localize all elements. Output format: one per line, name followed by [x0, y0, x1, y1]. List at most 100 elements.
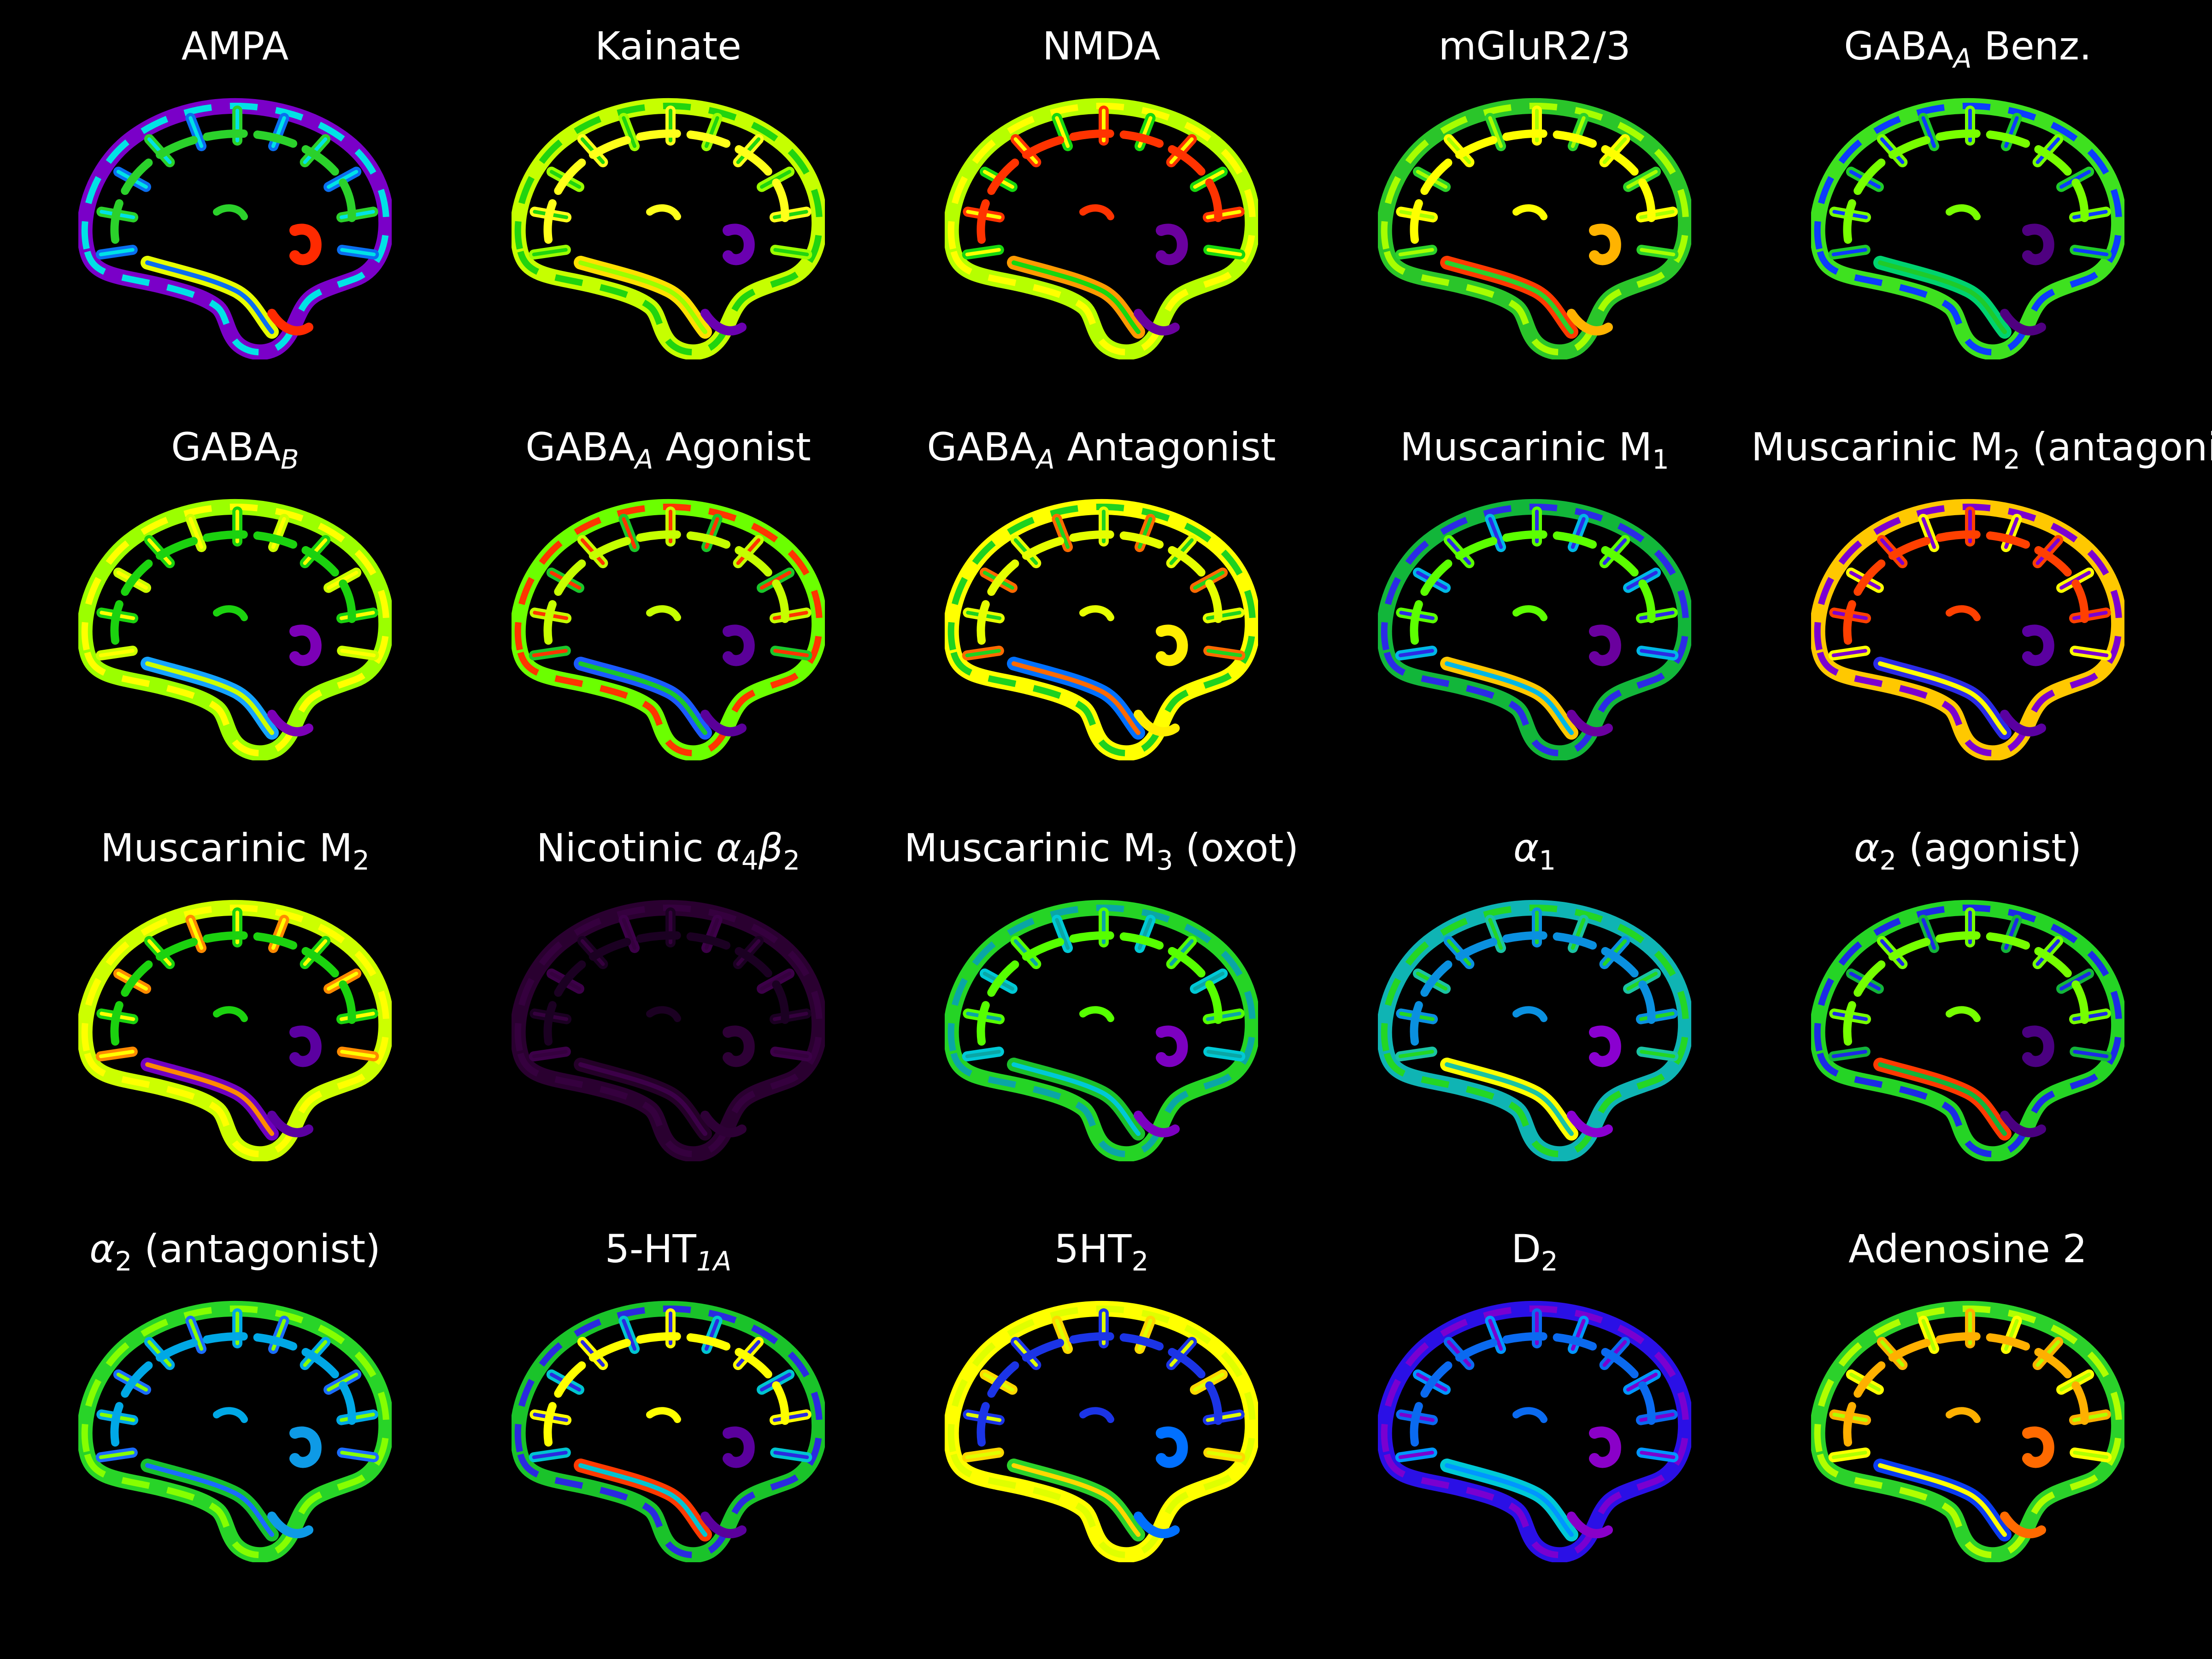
title-pre: Kainate [595, 24, 741, 69]
title-sub: A [1036, 444, 1055, 475]
receptor-panel: Adenosine 2 [1751, 1203, 2184, 1604]
receptor-panel: Muscarinic M1 [1318, 401, 1751, 802]
title-sub: B [280, 444, 299, 475]
receptor-panel: AMPA [18, 0, 452, 401]
panel-title: GABAA Agonist [452, 419, 885, 475]
receptor-panel: α2 (agonist) [1751, 802, 2184, 1203]
title-pre: 5-HT [605, 1226, 696, 1271]
receptor-panel: GABAB [18, 401, 452, 802]
receptor-panel: GABAA Benz. [1751, 0, 2184, 401]
title-pre: Adenosine 2 [1848, 1226, 2087, 1271]
title-greek: α [1513, 825, 1539, 871]
title-post: (oxot) [1173, 825, 1299, 871]
title-post: (antagonist) [2032, 424, 2212, 470]
panel-title: AMPA [18, 18, 452, 74]
title-pre: GABA [171, 424, 281, 470]
brain-section-image [1811, 900, 2124, 1161]
panel-title: 5HT2 [885, 1221, 1318, 1277]
title-pre: Muscarinic M [1751, 424, 2003, 470]
receptor-panel: 5HT2 [885, 1203, 1318, 1604]
brain-section-image [512, 98, 825, 359]
receptor-panel: Muscarinic M2 (antagonist) [1751, 401, 2212, 802]
receptor-panel: Muscarinic M2 [18, 802, 452, 1203]
panel-title: Adenosine 2 [1751, 1221, 2184, 1277]
brain-section-image [1811, 98, 2124, 359]
brain-section-image [1378, 1300, 1691, 1562]
title-sub: 1 [1539, 845, 1556, 876]
brain-section-image [78, 499, 392, 760]
title-greek: α [89, 1226, 115, 1271]
receptor-panel: NMDA [885, 0, 1318, 401]
receptor-panel: GABAA Agonist [452, 401, 885, 802]
title-pre: GABA [927, 424, 1037, 470]
panel-title: 5-HT1A [452, 1221, 885, 1277]
title-pre: GABA [1844, 24, 1953, 69]
title-pre: GABA [525, 424, 635, 470]
title-sub: 2 [1131, 1246, 1149, 1277]
panel-title: GABAA Antagonist [885, 419, 1318, 475]
receptor-panel: mGluR2/3 [1318, 0, 1751, 401]
receptor-panel: Kainate [452, 0, 885, 401]
title-post: Antagonist [1054, 424, 1276, 470]
title-sub: 2 [353, 845, 370, 876]
title-post: Agonist [653, 424, 811, 470]
receptor-panel: GABAA Antagonist [885, 401, 1318, 802]
receptor-panel: D2 [1318, 1203, 1751, 1604]
brain-section-image [945, 1300, 1258, 1562]
title-sub: A [1953, 43, 1972, 74]
panel-title: mGluR2/3 [1318, 18, 1751, 74]
title-sub: 3 [1156, 845, 1173, 876]
title-post: (antagonist) [132, 1226, 381, 1271]
title-greek: α [1854, 825, 1880, 871]
title-sub: 4 [741, 845, 759, 876]
brain-section-image [78, 98, 392, 359]
title-pre: D [1511, 1226, 1541, 1271]
receptor-panel: 5-HT1A [452, 1203, 885, 1604]
title-pre: mGluR2/3 [1438, 24, 1631, 69]
title-pre: 5HT [1054, 1226, 1132, 1271]
panel-title: Nicotinic α4β2 [452, 820, 885, 876]
title-sub: A [635, 444, 653, 475]
receptor-panel: Muscarinic M3 (oxot) [885, 802, 1318, 1203]
title-greek2: β [758, 825, 783, 871]
brain-section-image [78, 900, 392, 1161]
panel-title: α1 [1318, 820, 1751, 876]
panel-title: NMDA [885, 18, 1318, 74]
title-greek: α [716, 825, 741, 871]
title-sub: 1A [696, 1246, 732, 1277]
panel-title: GABAA Benz. [1751, 18, 2184, 74]
panel-title: Muscarinic M2 [18, 820, 452, 876]
receptor-panel: Nicotinic α4β2 [452, 802, 885, 1203]
panel-title: Kainate [452, 18, 885, 74]
title-sub: 2 [115, 1246, 132, 1277]
brain-section-image [1811, 1300, 2124, 1562]
title-sub: 1 [1652, 444, 1669, 475]
title-post: Benz. [1971, 24, 2092, 69]
title-pre: Nicotinic [536, 825, 716, 871]
panel-title: α2 (antagonist) [18, 1221, 452, 1277]
panel-title: Muscarinic M2 (antagonist) [1751, 419, 2212, 475]
panel-title: Muscarinic M1 [1318, 419, 1751, 475]
panel-title: D2 [1318, 1221, 1751, 1277]
title-pre: Muscarinic M [904, 825, 1156, 871]
brain-section-image [1378, 499, 1691, 760]
brain-section-image [945, 499, 1258, 760]
brain-section-image [512, 499, 825, 760]
title-sub2: 2 [783, 845, 800, 876]
brain-section-image [945, 900, 1258, 1161]
brain-section-image [1378, 98, 1691, 359]
title-pre: Muscarinic M [1400, 424, 1653, 470]
title-post: (agonist) [1896, 825, 2082, 871]
brain-section-image [78, 1300, 392, 1562]
brain-section-image [1378, 900, 1691, 1161]
brain-section-image [512, 900, 825, 1161]
brain-section-image [945, 98, 1258, 359]
brain-section-image [512, 1300, 825, 1562]
panel-title: Muscarinic M3 (oxot) [885, 820, 1318, 876]
title-pre: Muscarinic M [100, 825, 353, 871]
brain-section-image [1811, 499, 2124, 760]
panel-title: α2 (agonist) [1751, 820, 2184, 876]
title-sub: 2 [2003, 444, 2020, 475]
receptor-panel: α2 (antagonist) [18, 1203, 452, 1604]
